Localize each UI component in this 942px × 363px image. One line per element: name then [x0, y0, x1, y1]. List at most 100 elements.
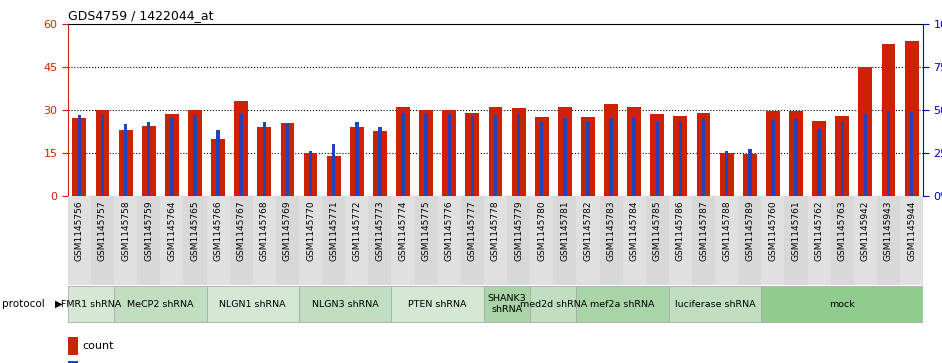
- Bar: [355, 122, 359, 196]
- Bar: [674, 115, 688, 196]
- Bar: [692, 196, 715, 285]
- Text: NLGN3 shRNA: NLGN3 shRNA: [312, 299, 379, 309]
- Text: GSM1145773: GSM1145773: [376, 200, 384, 261]
- Bar: [285, 123, 289, 196]
- Bar: [142, 126, 155, 196]
- Text: mef2a shRNA: mef2a shRNA: [591, 299, 655, 309]
- Bar: [530, 196, 553, 285]
- Bar: [581, 117, 595, 196]
- Text: med2d shRNA: med2d shRNA: [520, 299, 587, 309]
- Text: GSM1145781: GSM1145781: [560, 200, 569, 261]
- Bar: [535, 117, 548, 196]
- Text: GSM1145768: GSM1145768: [260, 200, 268, 261]
- Bar: [68, 196, 91, 285]
- Text: GSM1145777: GSM1145777: [468, 200, 477, 261]
- Bar: [95, 110, 109, 196]
- Bar: [471, 116, 474, 196]
- Text: PTEN shRNA: PTEN shRNA: [409, 299, 467, 309]
- Text: GSM1145943: GSM1145943: [884, 200, 893, 261]
- Bar: [739, 196, 761, 285]
- Bar: [443, 110, 456, 196]
- Bar: [623, 196, 646, 285]
- Text: GSM1145788: GSM1145788: [723, 200, 731, 261]
- Bar: [789, 111, 803, 196]
- Bar: [743, 154, 756, 196]
- Bar: [322, 196, 345, 285]
- Bar: [160, 196, 184, 285]
- Bar: [239, 113, 243, 196]
- Text: GSM1145789: GSM1145789: [745, 200, 755, 261]
- Text: GSM1145766: GSM1145766: [214, 200, 222, 261]
- Bar: [650, 114, 664, 196]
- Text: mock: mock: [829, 299, 855, 309]
- Text: GSM1145775: GSM1145775: [422, 200, 430, 261]
- Text: GSM1145765: GSM1145765: [190, 200, 200, 261]
- Text: NLGN1 shRNA: NLGN1 shRNA: [219, 299, 286, 309]
- Bar: [725, 151, 728, 196]
- Bar: [669, 196, 692, 285]
- Text: count: count: [82, 341, 113, 351]
- Bar: [138, 196, 160, 285]
- Text: GSM1145787: GSM1145787: [699, 200, 708, 261]
- Bar: [68, 361, 78, 363]
- Bar: [147, 122, 151, 196]
- Bar: [447, 114, 451, 196]
- Bar: [303, 153, 317, 196]
- Bar: [836, 115, 849, 196]
- Bar: [858, 67, 872, 196]
- Bar: [669, 286, 761, 322]
- Bar: [604, 104, 618, 196]
- Bar: [807, 196, 831, 285]
- Text: GSM1145757: GSM1145757: [98, 200, 107, 261]
- Bar: [263, 122, 266, 196]
- Bar: [599, 196, 623, 285]
- Bar: [577, 196, 599, 285]
- Bar: [609, 118, 613, 196]
- Bar: [540, 122, 544, 196]
- Text: GSM1145756: GSM1145756: [74, 200, 84, 261]
- Bar: [188, 110, 202, 196]
- Bar: [517, 114, 520, 196]
- Bar: [392, 196, 414, 285]
- Bar: [281, 123, 294, 196]
- Bar: [465, 113, 479, 196]
- Text: FMR1 shRNA: FMR1 shRNA: [61, 299, 122, 309]
- Bar: [646, 196, 669, 285]
- Bar: [748, 150, 752, 196]
- Bar: [114, 196, 138, 285]
- Text: GSM1145760: GSM1145760: [769, 200, 777, 261]
- Bar: [656, 121, 659, 196]
- Bar: [414, 196, 438, 285]
- Bar: [299, 196, 322, 285]
- Bar: [761, 196, 785, 285]
- Bar: [68, 286, 114, 322]
- Text: MeCP2 shRNA: MeCP2 shRNA: [127, 299, 193, 309]
- Bar: [715, 196, 739, 285]
- Bar: [101, 115, 105, 196]
- Text: GSM1145779: GSM1145779: [514, 200, 523, 261]
- Bar: [461, 196, 484, 285]
- Bar: [193, 115, 197, 196]
- Bar: [910, 111, 914, 196]
- Bar: [206, 286, 299, 322]
- Bar: [553, 196, 577, 285]
- Text: GSM1145762: GSM1145762: [815, 200, 823, 261]
- Bar: [494, 115, 497, 196]
- Bar: [119, 130, 133, 196]
- Text: GSM1145786: GSM1145786: [676, 200, 685, 261]
- Text: GSM1145769: GSM1145769: [283, 200, 292, 261]
- Bar: [818, 129, 820, 196]
- Bar: [235, 101, 248, 196]
- Bar: [373, 131, 387, 196]
- Bar: [678, 121, 682, 196]
- Bar: [327, 156, 341, 196]
- Bar: [563, 118, 566, 196]
- Text: GSM1145758: GSM1145758: [122, 200, 130, 261]
- Text: GSM1145944: GSM1145944: [907, 200, 917, 261]
- Bar: [702, 119, 706, 196]
- Text: luciferase shRNA: luciferase shRNA: [674, 299, 755, 309]
- Text: GSM1145761: GSM1145761: [791, 200, 801, 261]
- Bar: [586, 121, 590, 196]
- Bar: [206, 196, 230, 285]
- Bar: [396, 107, 410, 196]
